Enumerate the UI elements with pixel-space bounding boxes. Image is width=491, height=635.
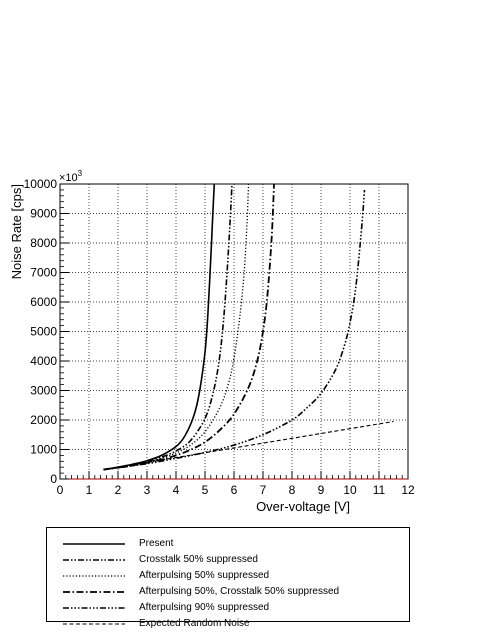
x-tick-label-3: 3: [144, 483, 151, 497]
x-tick-label-7: 7: [260, 483, 267, 497]
y-multiplier-base: ×10: [59, 172, 78, 184]
y-tick-label-10000: 10000: [24, 177, 58, 191]
legend-label-3: Afterpulsing 50% suppressed: [139, 570, 270, 581]
x-tick-label-8: 8: [289, 483, 296, 497]
y-tick-label-9000: 9000: [30, 207, 57, 221]
y-tick-label-4000: 4000: [30, 354, 57, 368]
legend-entry-4: Afterpulsing 50%, Crosstalk 50% suppress…: [47, 585, 409, 599]
legend-sample-5: [63, 607, 125, 609]
x-tick-label-2: 2: [115, 483, 122, 497]
axis-ticks: [59, 183, 409, 480]
y-tick-label-2000: 2000: [30, 413, 57, 427]
legend-entry-3: Afterpulsing 50% suppressed: [47, 569, 409, 583]
legend-entry-5: Afterpulsing 90% suppressed: [47, 601, 409, 615]
series-line-6: [103, 420, 394, 471]
legend-label-4: Afterpulsing 50%, Crosstalk 50% suppress…: [139, 586, 340, 597]
x-tick-label-1: 1: [86, 483, 93, 497]
x-tick-label-9: 9: [318, 483, 325, 497]
legend-sample-1: [63, 543, 125, 545]
y-tick-label-5000: 5000: [30, 325, 57, 339]
legend: Present Crosstalk 50% suppressed Afterpuls…: [46, 527, 410, 629]
noise-rate-chart: 0 1 2 3 4 5 6 7 8 9 10 11 12010002000300040005000600…: [0, 0, 491, 527]
y-tick-label-7000: 7000: [30, 266, 57, 280]
x-axis-label: Over-voltage [V]: [256, 499, 350, 514]
x-tick-label-10: 10: [343, 483, 357, 497]
x-tick-label-11: 11: [373, 483, 386, 497]
y-axis-label: Noise Rate [cps]: [9, 184, 24, 279]
legend-sample-3: [63, 575, 125, 577]
legend-label-2: Crosstalk 50% suppressed: [139, 554, 258, 565]
legend-label-5: Afterpulsing 90% suppressed: [139, 602, 270, 613]
plot-background: [0, 0, 491, 527]
legend-label-1: Present: [139, 538, 174, 549]
y-multiplier-label: ×103: [59, 169, 83, 184]
legend-entry-2: Crosstalk 50% suppressed: [47, 553, 409, 567]
y-multiplier-exponent: 3: [78, 169, 83, 178]
tick-labels: 0 1 2 3 4 5 6 7 8 9 10 11 12010002000300040005000600…: [24, 177, 415, 497]
y-tick-label-1000: 1000: [30, 443, 57, 457]
series-layer: [103, 183, 394, 471]
legend-sample-4: [63, 591, 125, 593]
series-line-5: [103, 189, 366, 471]
x-tick-label-6: 6: [231, 483, 238, 497]
x-tick-label-4: 4: [173, 483, 180, 497]
y-tick-label-8000: 8000: [30, 236, 57, 250]
legend-entry-1: Present: [47, 537, 409, 551]
x-tick-label-0: 0: [57, 483, 64, 497]
legend-label-6: Expected Random Noise: [139, 618, 250, 629]
legend-sample-6: [63, 623, 125, 625]
series-line-4: [103, 183, 275, 471]
x-tick-label-12: 12: [401, 483, 415, 497]
y-tick-label-0: 0: [50, 472, 57, 486]
legend-sample-2: [63, 559, 125, 561]
x-tick-label-5: 5: [202, 483, 209, 497]
y-tick-label-6000: 6000: [30, 295, 57, 309]
legend-entry-6: Expected Random Noise: [47, 617, 409, 631]
y-tick-label-3000: 3000: [30, 384, 57, 398]
